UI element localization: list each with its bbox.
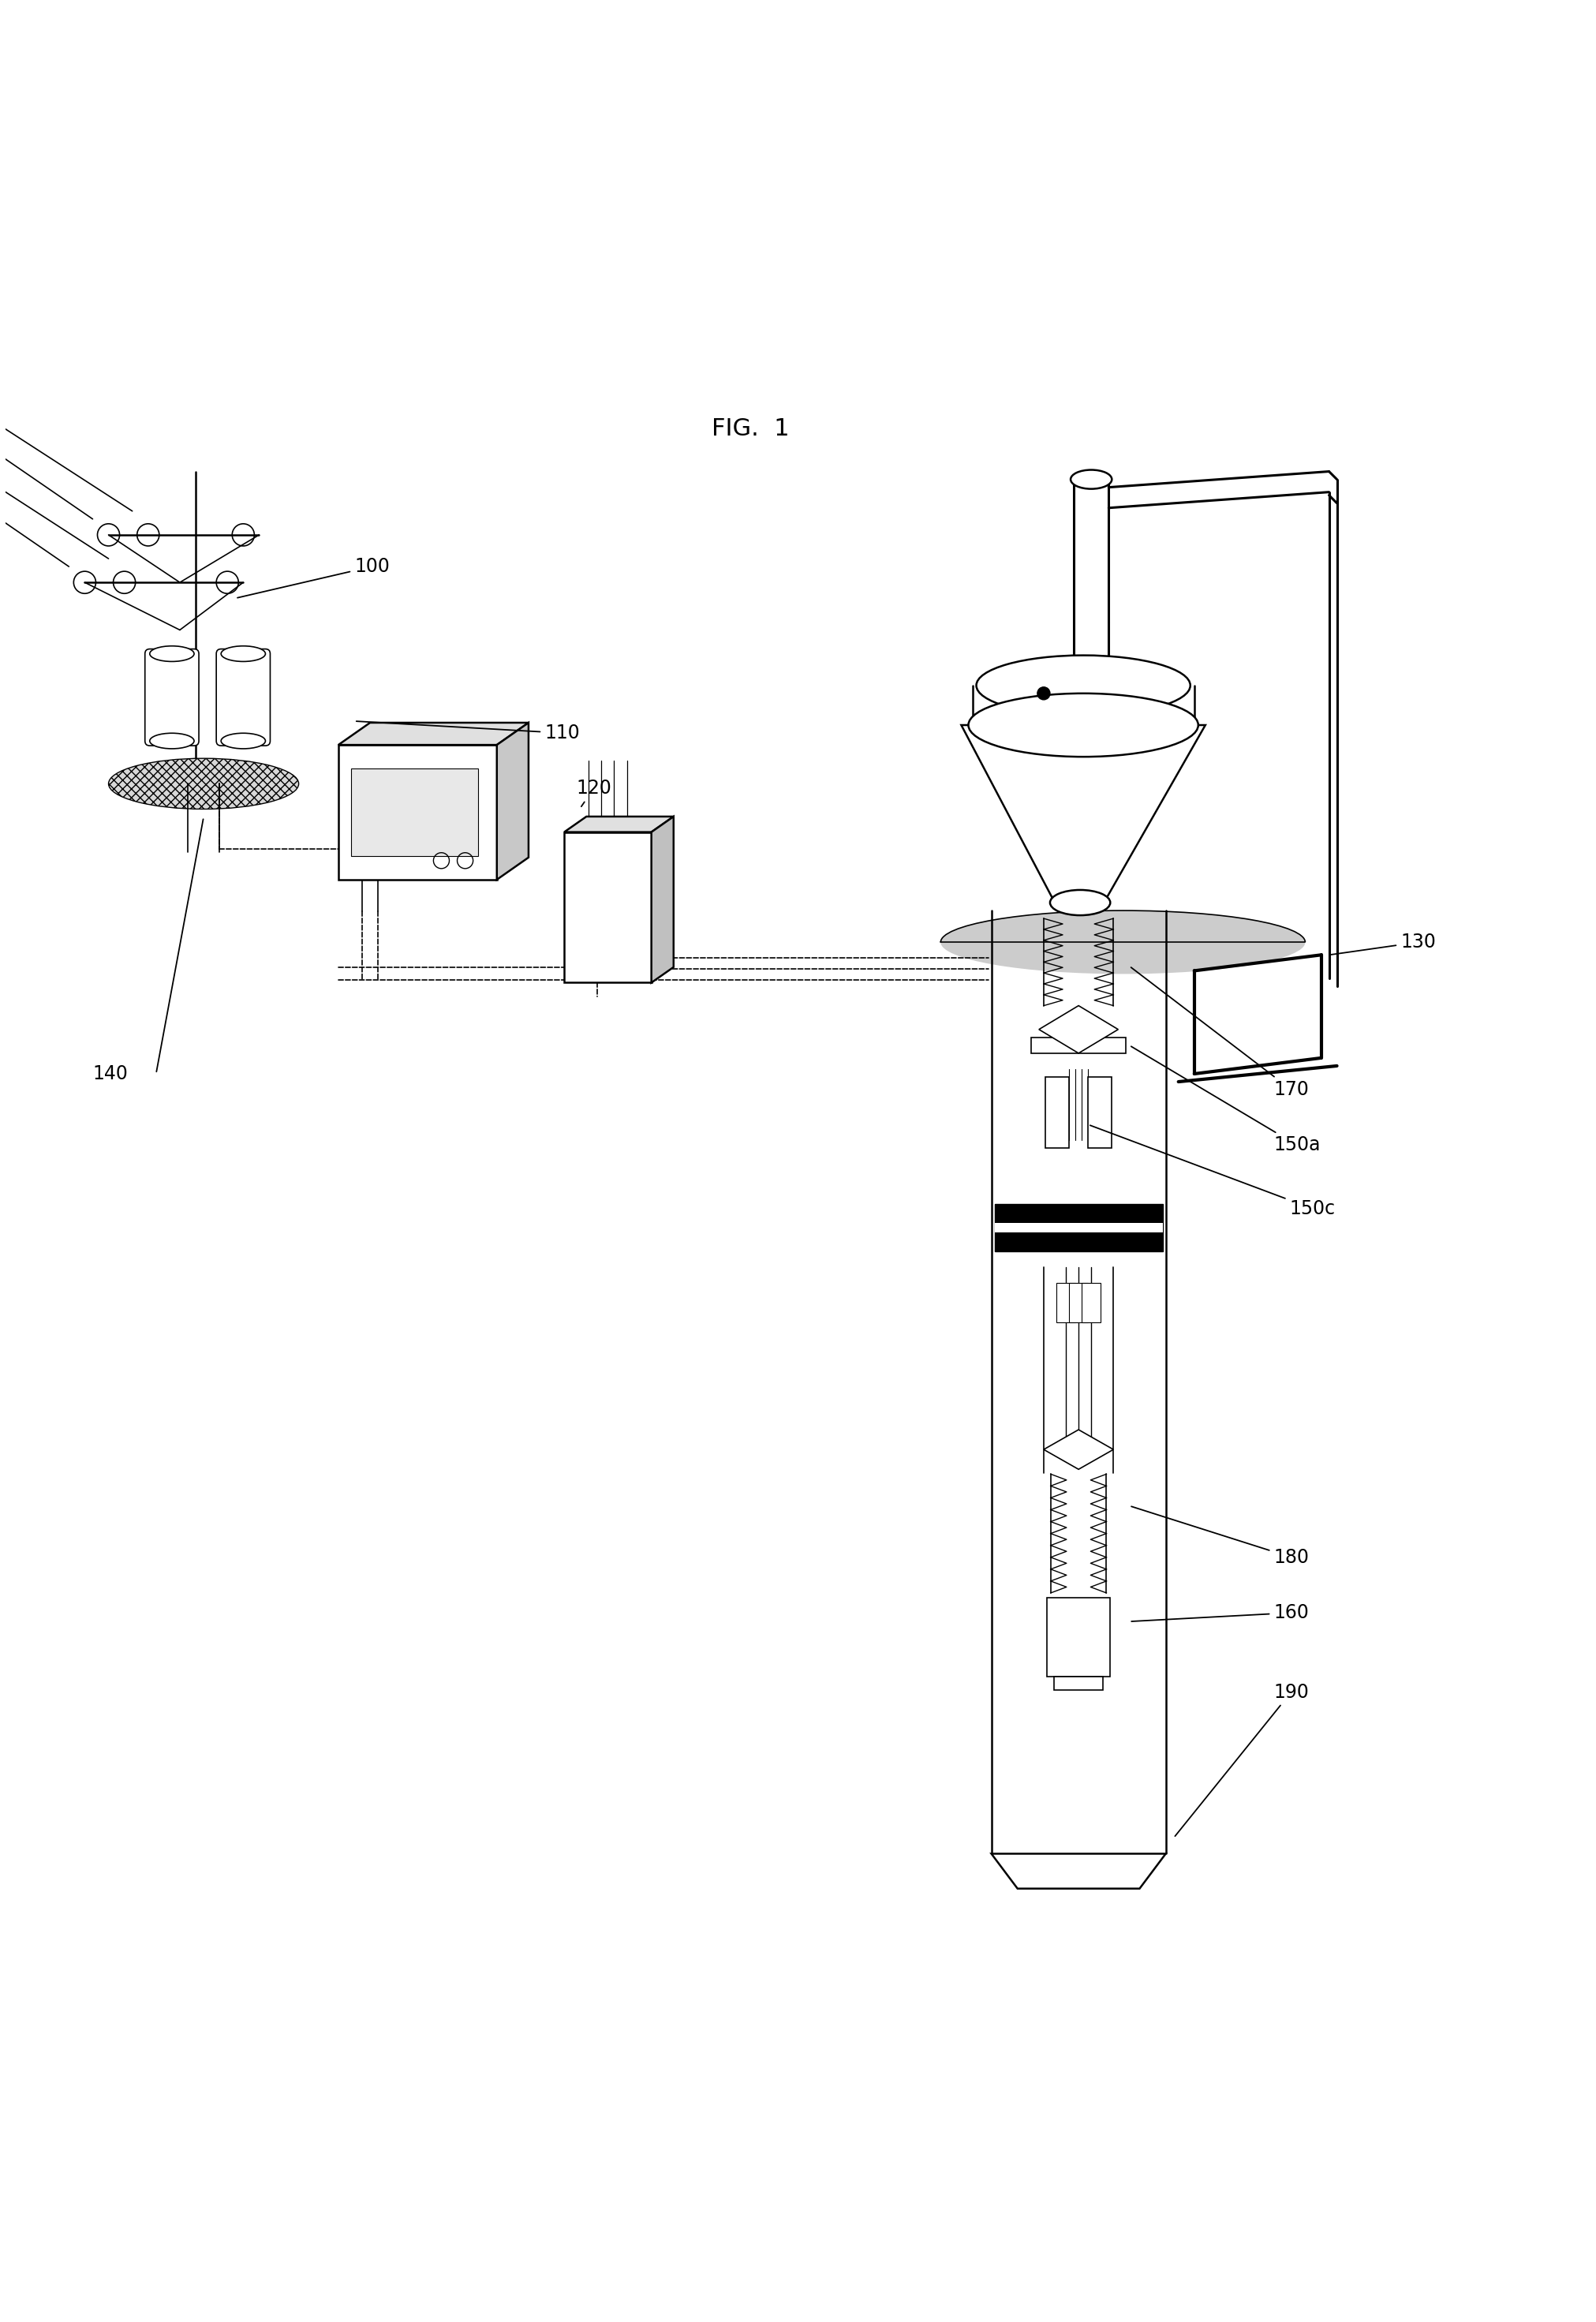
Polygon shape: [651, 817, 674, 982]
Text: 160: 160: [1132, 1602, 1309, 1623]
FancyBboxPatch shape: [338, 745, 496, 880]
FancyBboxPatch shape: [217, 648, 270, 745]
FancyBboxPatch shape: [145, 648, 200, 745]
Ellipse shape: [1071, 469, 1112, 490]
FancyBboxPatch shape: [994, 1203, 1162, 1252]
Ellipse shape: [220, 646, 265, 662]
Text: 170: 170: [1132, 968, 1309, 1098]
Circle shape: [1037, 687, 1050, 699]
FancyBboxPatch shape: [1088, 1077, 1112, 1149]
Polygon shape: [565, 817, 674, 831]
Polygon shape: [338, 722, 528, 745]
Polygon shape: [991, 1853, 1165, 1888]
FancyBboxPatch shape: [1082, 1284, 1101, 1324]
Ellipse shape: [1050, 889, 1111, 915]
Text: 140: 140: [93, 1063, 128, 1084]
Ellipse shape: [940, 910, 1306, 973]
FancyBboxPatch shape: [1047, 1598, 1109, 1676]
FancyBboxPatch shape: [1057, 1284, 1076, 1324]
FancyBboxPatch shape: [1053, 1676, 1103, 1690]
Ellipse shape: [977, 655, 1191, 715]
FancyBboxPatch shape: [565, 831, 651, 982]
Ellipse shape: [150, 734, 195, 748]
Polygon shape: [1039, 1005, 1119, 1054]
FancyBboxPatch shape: [1031, 1038, 1127, 1054]
Text: 190: 190: [1175, 1683, 1309, 1837]
FancyBboxPatch shape: [1069, 1284, 1088, 1324]
Polygon shape: [496, 722, 528, 880]
FancyBboxPatch shape: [994, 1224, 1162, 1233]
Polygon shape: [1044, 1430, 1114, 1470]
Text: 110: 110: [356, 722, 579, 743]
Text: 180: 180: [1132, 1507, 1309, 1567]
Text: 150a: 150a: [1132, 1047, 1320, 1154]
Text: FIG.  1: FIG. 1: [712, 418, 790, 441]
Ellipse shape: [109, 759, 298, 808]
Ellipse shape: [150, 646, 195, 662]
Text: 120: 120: [576, 778, 611, 806]
FancyBboxPatch shape: [1045, 1077, 1069, 1149]
Text: 150c: 150c: [1090, 1126, 1336, 1219]
Polygon shape: [961, 724, 1205, 903]
Text: 100: 100: [238, 557, 389, 597]
Ellipse shape: [969, 694, 1199, 757]
FancyBboxPatch shape: [351, 769, 477, 857]
Text: 130: 130: [1331, 933, 1436, 954]
Ellipse shape: [220, 734, 265, 748]
